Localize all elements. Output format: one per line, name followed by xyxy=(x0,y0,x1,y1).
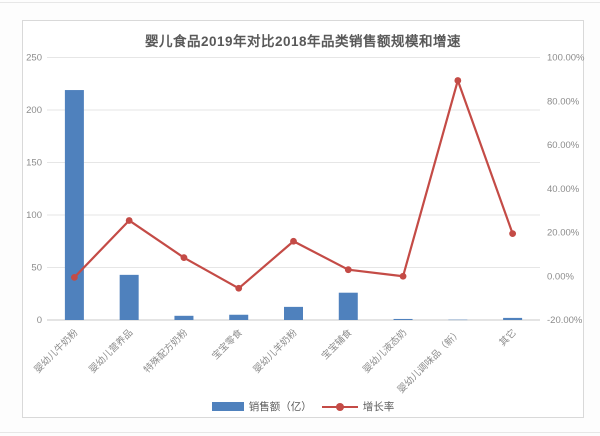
line-marker xyxy=(509,230,517,237)
left-axis-tick-label: 200 xyxy=(26,105,42,116)
bar xyxy=(174,315,194,320)
bar xyxy=(503,317,523,320)
x-axis-category-label: 宝宝辅食 xyxy=(319,326,355,362)
page-divider-bottom xyxy=(0,432,600,433)
legend-item-growth: 增长率 xyxy=(321,399,395,414)
x-axis-category-label: 宝宝零食 xyxy=(209,326,245,362)
bar xyxy=(64,90,84,320)
chart-legend: 销售额（亿） 增长率 xyxy=(23,399,583,414)
left-axis-tick-label: 250 xyxy=(26,53,42,64)
bar xyxy=(119,274,139,320)
right-axis-tick-label: 0.00% xyxy=(547,271,574,282)
bar xyxy=(229,314,249,320)
chart-title: 婴儿食品2019年对比2018年品类销售额规模和增速 xyxy=(144,34,462,49)
line-marker xyxy=(125,217,133,224)
line-marker xyxy=(399,272,407,280)
left-axis-tick-label: 0 xyxy=(37,315,42,326)
left-axis-tick-label: 150 xyxy=(26,158,42,169)
legend-item-sales: 销售额（亿） xyxy=(211,399,312,414)
left-axis-tick-label: 100 xyxy=(26,210,42,221)
left-axis-tick-label: 50 xyxy=(31,263,42,274)
bar xyxy=(338,292,358,320)
line-series-swatch-icon xyxy=(321,402,358,412)
growth-line xyxy=(73,79,514,290)
x-axis-category-label: 其它 xyxy=(497,327,519,349)
line-marker xyxy=(290,237,297,245)
page-divider-top xyxy=(0,2,600,3)
x-axis-category-label: 婴幼儿牛奶粉 xyxy=(32,326,81,375)
x-axis-category-label: 婴幼儿营养品 xyxy=(86,327,135,376)
bar xyxy=(284,306,303,320)
bar xyxy=(393,318,413,320)
line-marker xyxy=(344,266,352,274)
right-axis-tick-label: 100.00% xyxy=(547,53,585,64)
right-axis-tick-label: 80.00% xyxy=(547,96,580,107)
right-axis-tick-label: -20.00% xyxy=(547,315,583,326)
legend-label-growth: 增长率 xyxy=(362,401,395,413)
right-axis-tick-label: 20.00% xyxy=(547,228,580,239)
legend-label-sales: 销售额（亿） xyxy=(248,401,312,413)
line-marker xyxy=(70,273,78,281)
right-axis-tick-label: 40.00% xyxy=(547,184,580,195)
line-marker xyxy=(235,284,243,292)
line-marker xyxy=(180,254,188,262)
x-axis-category-label: 婴幼儿羊奶粉 xyxy=(251,326,300,375)
chart-frame: 婴儿食品2019年对比2018年品类销售额规模和增速 销售额（亿） 增长率 xyxy=(22,20,584,418)
right-axis-tick-label: 60.00% xyxy=(547,140,580,151)
line-marker xyxy=(454,77,462,84)
bar-series-swatch-icon xyxy=(211,402,244,411)
x-axis-category-label: 特殊配方奶粉 xyxy=(141,326,190,375)
x-axis-category-label: 婴幼儿液态奶 xyxy=(360,327,409,376)
